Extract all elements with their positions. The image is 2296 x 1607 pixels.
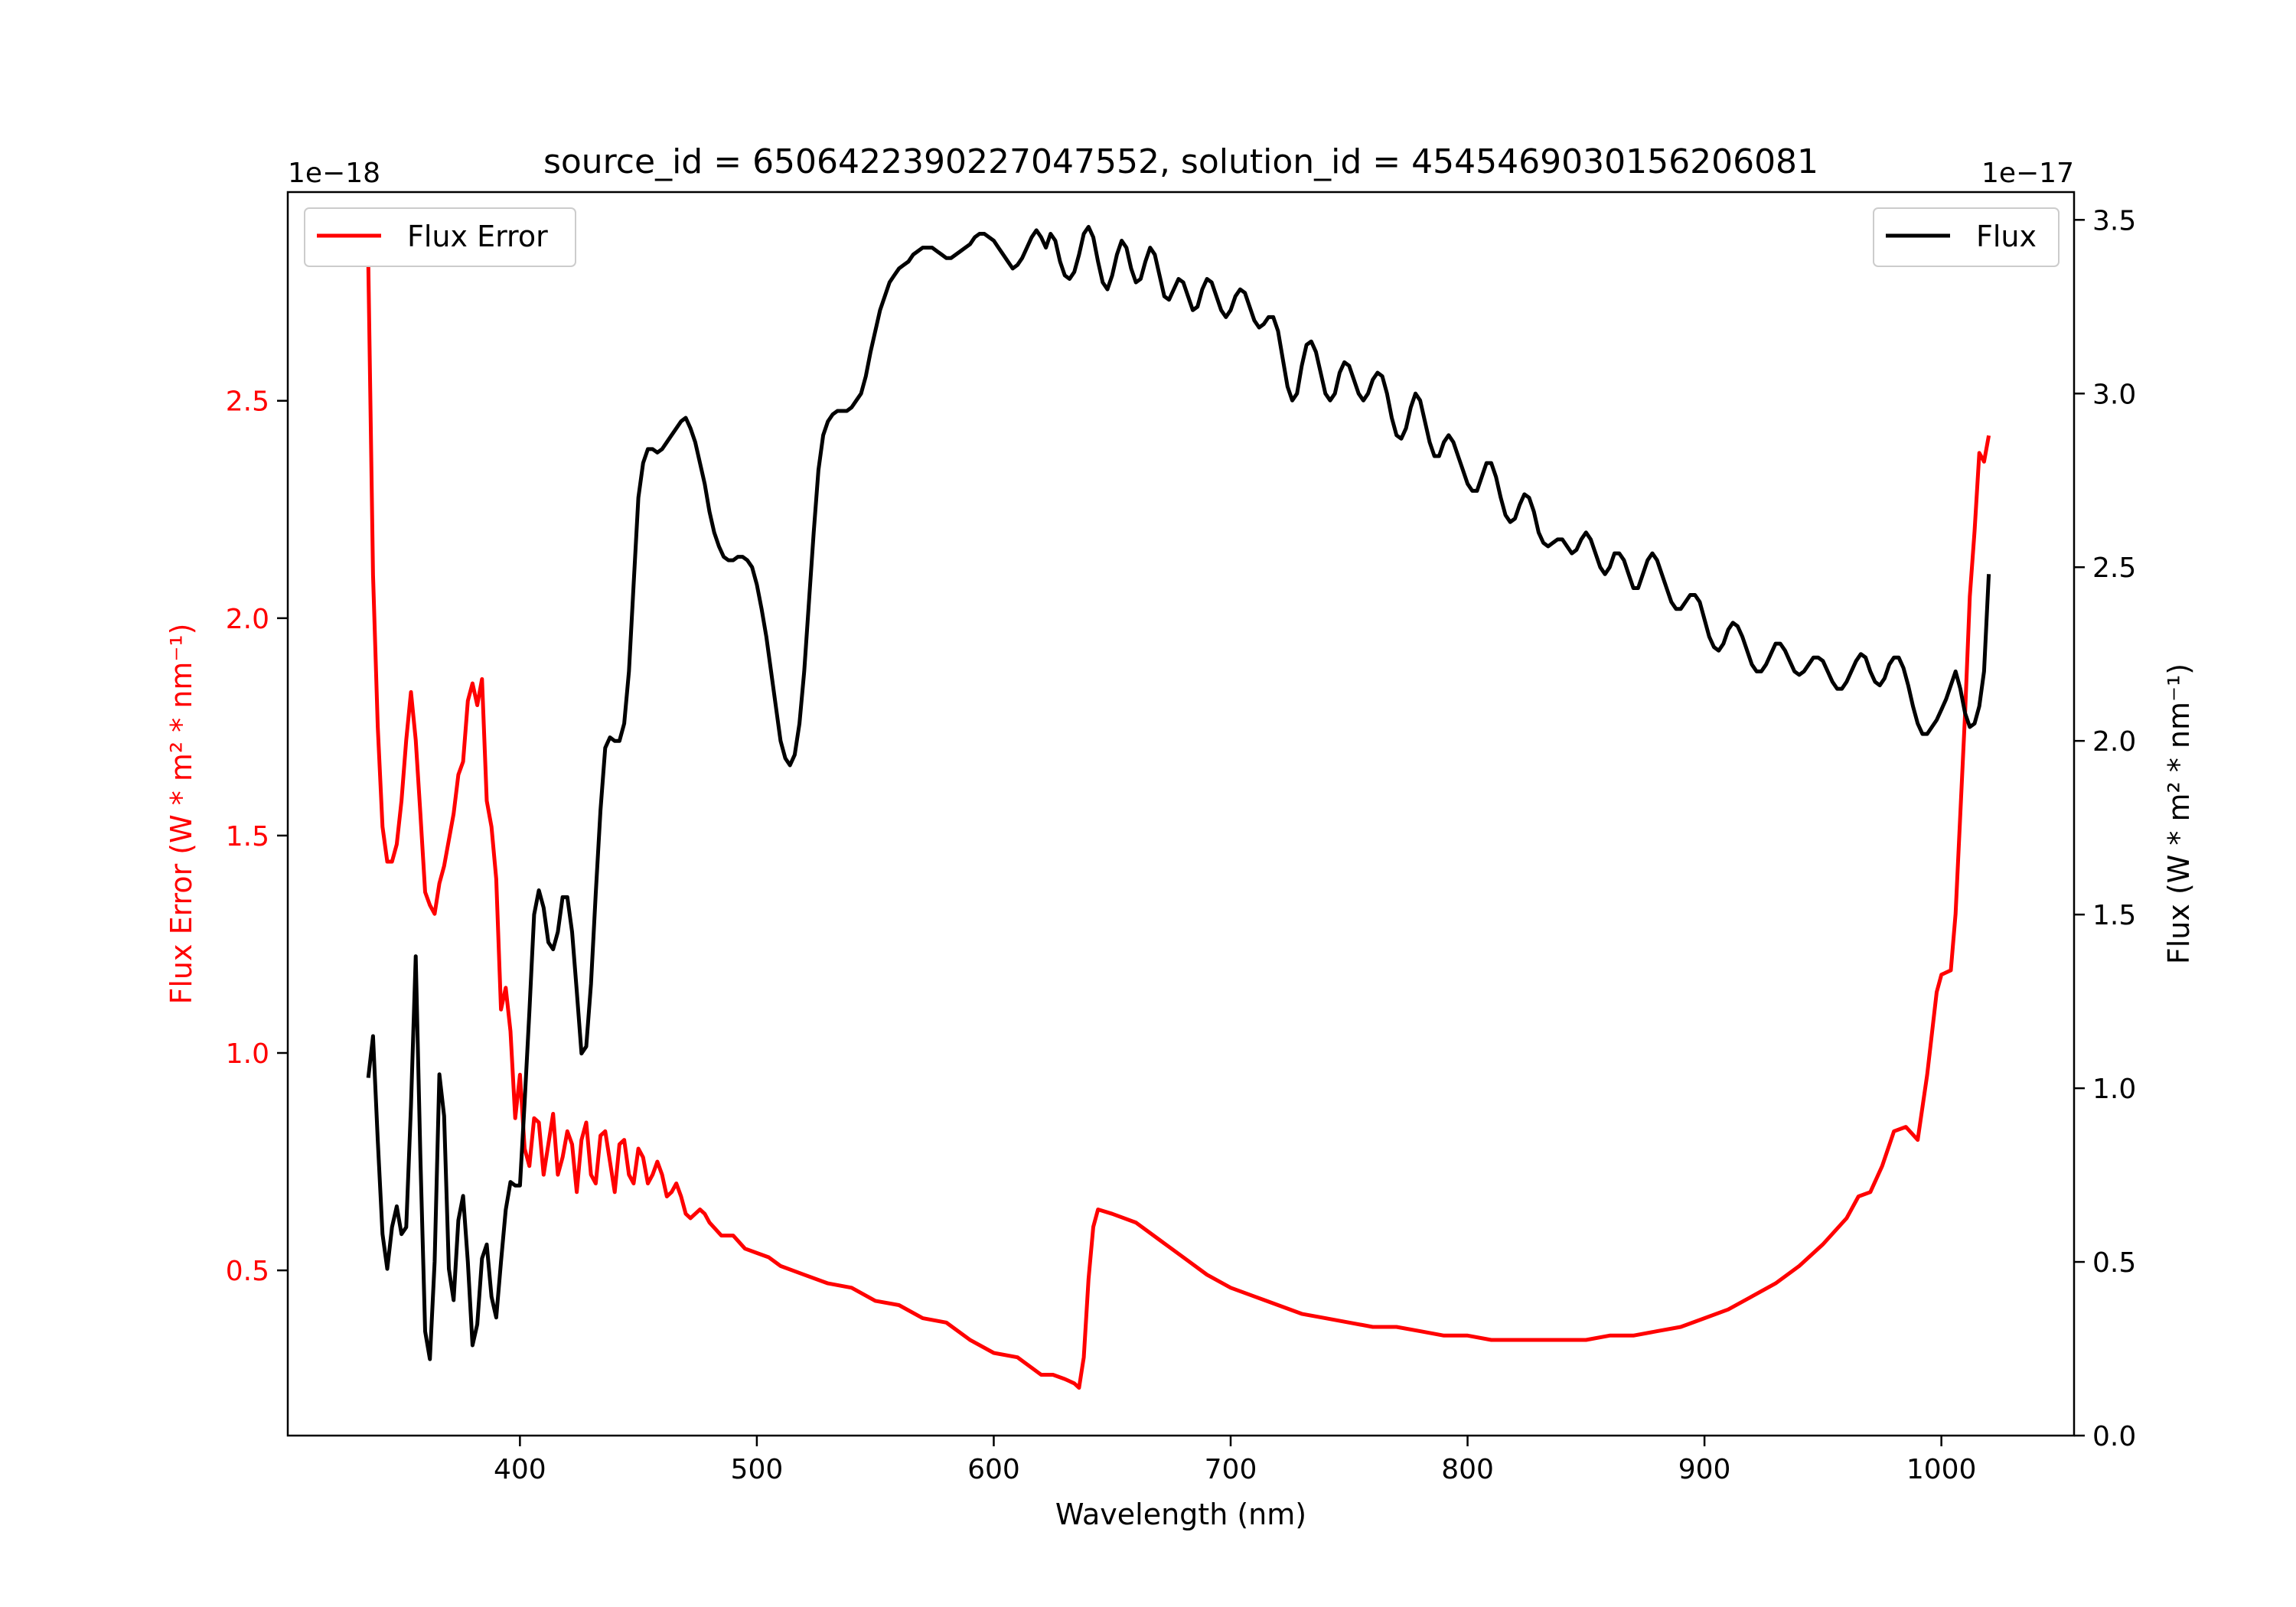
right-y-tick-label: 3.5 — [2092, 205, 2136, 236]
x-tick-label: 600 — [967, 1454, 1020, 1485]
right-y-tick-label: 2.0 — [2092, 726, 2136, 758]
legend-flux-error: Flux Error — [304, 207, 576, 267]
right-y-tick-label: 1.0 — [2092, 1074, 2136, 1105]
right-y-tick-label: 2.5 — [2092, 553, 2136, 584]
right-y-axis-label: Flux (W * m² * nm⁻¹) — [2162, 663, 2196, 964]
plot-frame — [286, 191, 2076, 1437]
left-y-tick-label: 0.5 — [226, 1256, 269, 1287]
x-tick-label: 800 — [1441, 1454, 1494, 1485]
legend-flux: Flux — [1873, 207, 2060, 267]
right-y-tick-label: 0.0 — [2092, 1421, 2136, 1452]
left-y-tick-label: 1.5 — [226, 821, 269, 852]
legend-box — [304, 207, 576, 267]
ticks-layer: 400 500 600 700 800 900 1000 0.5 1.0 1.5 2.0 2.5 0.0… — [226, 205, 2137, 1485]
series-layer — [366, 224, 1991, 1390]
right-axis-offset-text: 1e−17 — [1981, 158, 2074, 189]
left-y-axis-label: Flux Error (W * m² * nm⁻¹) — [165, 624, 198, 1005]
legend-label-flux: Flux — [1976, 220, 2037, 253]
x-tick-label: 500 — [731, 1454, 784, 1485]
left-y-tick-label: 2.0 — [226, 604, 269, 635]
x-tick-label: 1000 — [1906, 1454, 1977, 1485]
legend-box — [1873, 207, 2060, 267]
left-y-tick-label: 2.5 — [226, 386, 269, 418]
left-y-tick-label: 1.0 — [226, 1038, 269, 1070]
x-tick-label: 400 — [494, 1454, 546, 1485]
right-y-tick-label: 3.0 — [2092, 379, 2136, 410]
right-y-tick-label: 0.5 — [2092, 1247, 2136, 1279]
x-tick-label: 700 — [1205, 1454, 1257, 1485]
left-axis-offset-text: 1e−18 — [288, 158, 380, 189]
right-y-tick-label: 1.5 — [2092, 900, 2136, 931]
legend-label-flux-error: Flux Error — [407, 220, 548, 253]
x-axis-label: Wavelength (nm) — [1055, 1498, 1306, 1531]
chart-title: source_id = 6506422390227047552, solutio… — [543, 142, 1818, 181]
series-line-flux — [366, 224, 1991, 1361]
series-line-flux-error — [366, 261, 1991, 1390]
x-tick-label: 900 — [1678, 1454, 1731, 1485]
